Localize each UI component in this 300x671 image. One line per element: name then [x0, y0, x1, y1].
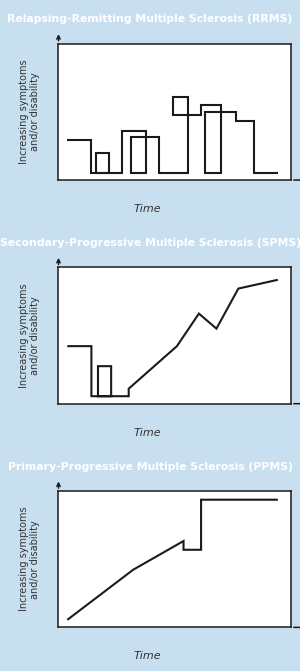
Text: Time: Time — [133, 652, 161, 662]
Text: Time: Time — [133, 204, 161, 214]
Text: Secondary-Progressive Multiple Sclerosis (SPMS): Secondary-Progressive Multiple Sclerosis… — [0, 238, 300, 248]
Text: Increasing symptoms
and/or disability: Increasing symptoms and/or disability — [19, 507, 40, 611]
Text: Time: Time — [133, 427, 161, 437]
Text: Relapsing-Remitting Multiple Sclerosis (RRMS): Relapsing-Remitting Multiple Sclerosis (… — [8, 15, 292, 24]
Text: Primary-Progressive Multiple Sclerosis (PPMS): Primary-Progressive Multiple Sclerosis (… — [8, 462, 292, 472]
Text: Increasing symptoms
and/or disability: Increasing symptoms and/or disability — [19, 283, 40, 388]
Text: Increasing symptoms
and/or disability: Increasing symptoms and/or disability — [19, 60, 40, 164]
